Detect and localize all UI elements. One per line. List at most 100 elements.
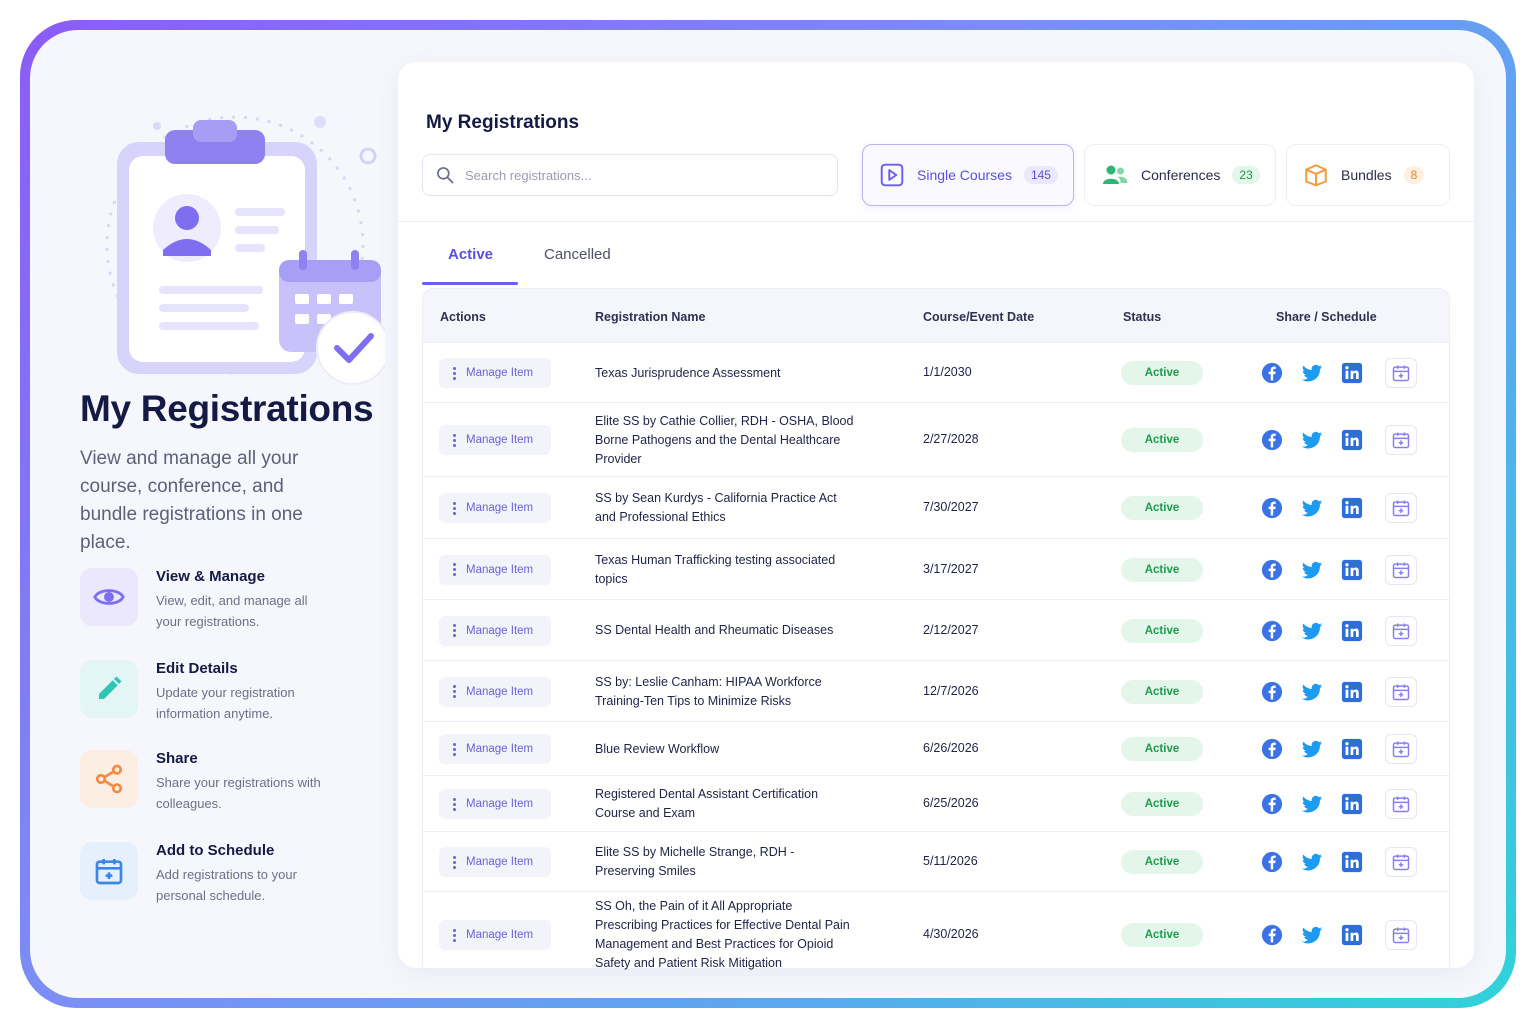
share-actions (1261, 676, 1417, 707)
registration-name: SS Oh, the Pain of it All Appropriate Pr… (595, 899, 850, 970)
share-actions (1261, 358, 1417, 388)
add-to-calendar-button[interactable] (1385, 425, 1417, 455)
app-window: My Registrations View and manage all you… (30, 30, 1506, 998)
add-to-calendar-button[interactable] (1385, 615, 1417, 646)
category-conferences[interactable]: Conferences 23 (1084, 144, 1276, 206)
add-to-calendar-button[interactable] (1385, 789, 1417, 819)
manage-item-button[interactable]: Manage Item (439, 493, 551, 523)
twitter-icon[interactable] (1301, 497, 1323, 519)
manage-item-button[interactable]: Manage Item (439, 676, 551, 707)
add-to-calendar-button[interactable] (1385, 920, 1417, 950)
twitter-icon[interactable] (1301, 559, 1323, 581)
add-to-calendar-button[interactable] (1385, 358, 1417, 388)
linkedin-icon[interactable] (1341, 681, 1363, 703)
facebook-icon[interactable] (1261, 738, 1283, 760)
manage-item-button[interactable]: Manage Item (439, 615, 551, 646)
feature-title: Add to Schedule (156, 842, 275, 859)
feature-edit-details: Edit Details Update your registration in… (80, 660, 380, 724)
status-badge: Active (1121, 850, 1203, 874)
manage-item-label: Manage Item (466, 929, 534, 941)
tab-active[interactable]: Active (448, 246, 494, 263)
linkedin-icon[interactable] (1341, 559, 1363, 581)
feature-desc: Add registrations to your personal sched… (156, 867, 297, 903)
facebook-icon[interactable] (1261, 924, 1283, 946)
calendar-add-icon (1392, 796, 1410, 813)
facebook-icon[interactable] (1261, 497, 1283, 519)
facebook-icon[interactable] (1261, 559, 1283, 581)
add-to-calendar-button[interactable] (1385, 847, 1417, 877)
add-to-calendar-button[interactable] (1385, 554, 1417, 585)
count-badge: 145 (1023, 166, 1058, 184)
column-header-name: Registration Name (595, 310, 706, 324)
manage-item-button[interactable]: Manage Item (439, 358, 551, 388)
linkedin-icon[interactable] (1341, 497, 1363, 519)
facebook-icon[interactable] (1261, 851, 1283, 873)
tab-cancelled[interactable]: Cancelled (544, 246, 611, 263)
add-to-calendar-button[interactable] (1385, 676, 1417, 707)
manage-item-button[interactable]: Manage Item (439, 847, 551, 877)
manage-item-button[interactable]: Manage Item (439, 920, 551, 950)
calendar-add-icon (1392, 927, 1410, 944)
column-header-date: Course/Event Date (923, 310, 1035, 324)
share-actions (1261, 920, 1417, 950)
twitter-icon[interactable] (1301, 793, 1323, 815)
linkedin-icon[interactable] (1341, 620, 1363, 642)
facebook-icon[interactable] (1261, 429, 1283, 451)
count-badge: 8 (1403, 166, 1425, 184)
twitter-icon[interactable] (1301, 738, 1323, 760)
twitter-icon[interactable] (1301, 851, 1323, 873)
linkedin-icon[interactable] (1341, 362, 1363, 384)
twitter-icon[interactable] (1301, 620, 1323, 642)
share-icon (80, 750, 138, 808)
table-row: Manage Item Registered Dental Assistant … (423, 776, 1449, 832)
manage-item-button[interactable]: Manage Item (439, 425, 551, 455)
linkedin-icon[interactable] (1341, 793, 1363, 815)
linkedin-icon[interactable] (1341, 738, 1363, 760)
registrations-card: My Registrations Single Courses 145 Conf… (398, 62, 1474, 976)
box-icon (1305, 164, 1327, 187)
status-badge: Active (1121, 557, 1203, 582)
play-square-icon (880, 163, 904, 187)
facebook-icon[interactable] (1261, 793, 1283, 815)
twitter-icon[interactable] (1301, 924, 1323, 946)
registration-date: 6/26/2026 (923, 741, 979, 755)
registration-date: 2/12/2027 (923, 622, 979, 637)
status-badge: Active (1121, 618, 1203, 643)
facebook-icon[interactable] (1261, 620, 1283, 642)
registration-date: 12/7/2026 (923, 683, 979, 698)
more-vertical-icon (453, 563, 456, 576)
calendar-add-icon (1392, 623, 1410, 639)
linkedin-icon[interactable] (1341, 429, 1363, 451)
registration-name: Elite SS by Cathie Collier, RDH - OSHA, … (595, 413, 854, 466)
category-single-courses[interactable]: Single Courses 145 (862, 144, 1074, 206)
column-header-share: Share / Schedule (1276, 310, 1377, 324)
add-to-calendar-button[interactable] (1385, 493, 1417, 523)
manage-item-button[interactable]: Manage Item (439, 789, 551, 819)
facebook-icon[interactable] (1261, 681, 1283, 703)
linkedin-icon[interactable] (1341, 924, 1363, 946)
more-vertical-icon (453, 501, 456, 515)
users-icon (1103, 165, 1128, 184)
more-vertical-icon (453, 742, 456, 756)
manage-item-button[interactable]: Manage Item (439, 734, 551, 764)
pencil-icon (80, 660, 138, 718)
search-box[interactable] (422, 154, 838, 196)
feature-desc: Share your registrations with colleagues… (156, 775, 321, 811)
registration-date: 3/17/2027 (923, 561, 979, 576)
search-input[interactable] (465, 167, 805, 183)
feature-add-to-schedule: Add to Schedule Add registrations to you… (80, 842, 380, 906)
twitter-icon[interactable] (1301, 429, 1323, 451)
category-label: Bundles (1341, 167, 1392, 183)
registration-name: SS Dental Health and Rheumatic Diseases (595, 623, 834, 637)
feature-view-manage: View & Manage View, edit, and manage all… (80, 568, 380, 632)
manage-item-label: Manage Item (466, 856, 534, 868)
twitter-icon[interactable] (1301, 362, 1323, 384)
linkedin-icon[interactable] (1341, 851, 1363, 873)
more-vertical-icon (453, 366, 456, 380)
category-bundles[interactable]: Bundles 8 (1286, 144, 1450, 206)
manage-item-button[interactable]: Manage Item (439, 554, 551, 585)
facebook-icon[interactable] (1261, 362, 1283, 384)
search-icon (437, 167, 454, 184)
add-to-calendar-button[interactable] (1385, 734, 1417, 764)
twitter-icon[interactable] (1301, 681, 1323, 703)
